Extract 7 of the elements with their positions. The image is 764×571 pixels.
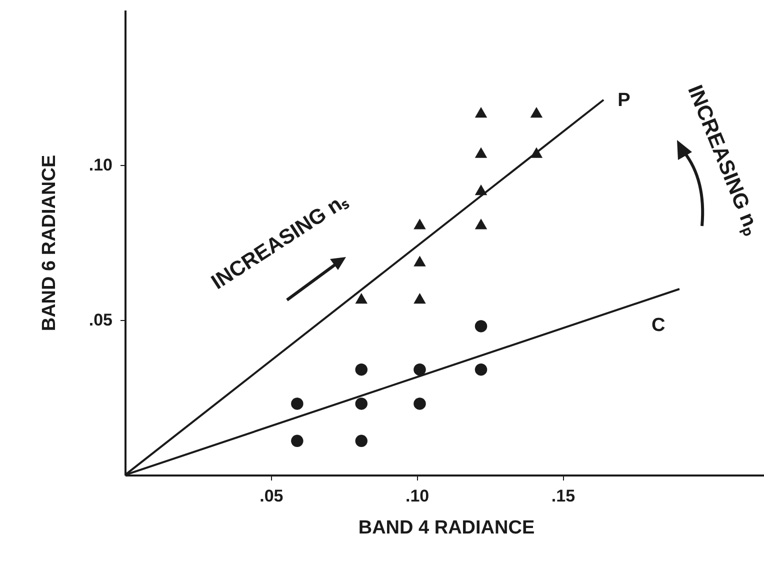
x-tick-label: .05 xyxy=(260,486,284,506)
x-tick-label: .10 xyxy=(406,486,430,506)
series-label: P xyxy=(618,90,631,111)
x-tick-label: .15 xyxy=(551,486,576,506)
y-axis-title: BAND 6 RADIANCE xyxy=(38,154,60,332)
series-label: C xyxy=(651,315,666,336)
x-axis-title: BAND 4 RADIANCE xyxy=(358,518,535,538)
